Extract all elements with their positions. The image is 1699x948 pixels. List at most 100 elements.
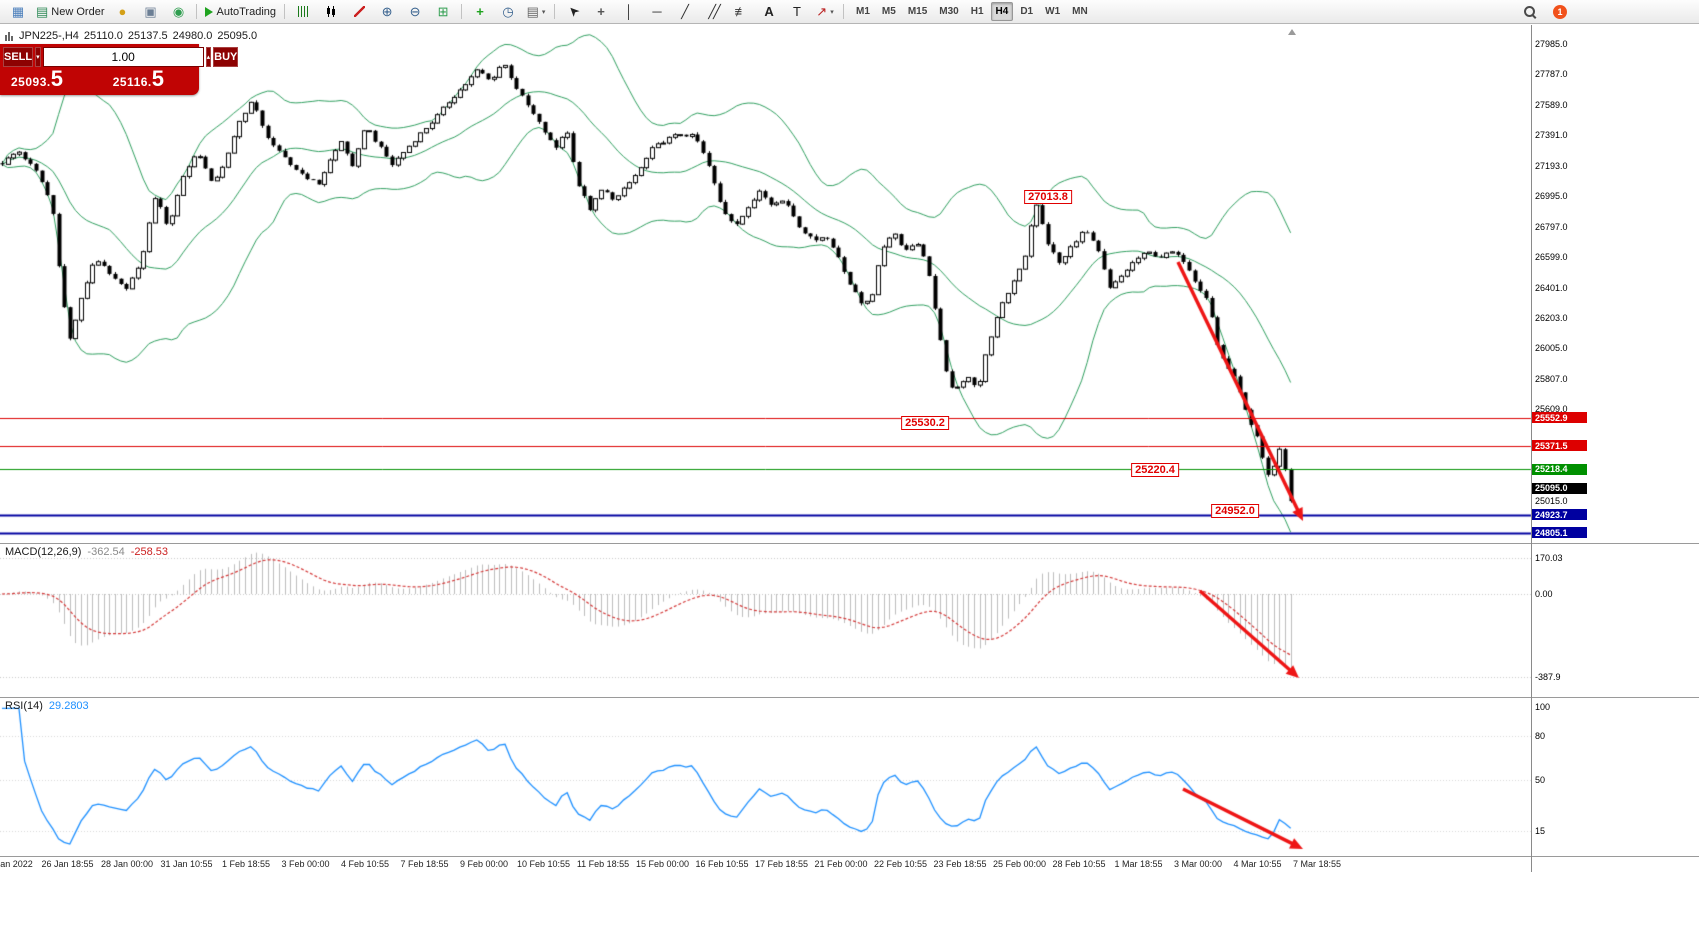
- macd-axis-label: -387.9: [1535, 671, 1561, 682]
- rsi-axis-label: 50: [1535, 775, 1546, 785]
- community-icon: ◉: [172, 4, 185, 19]
- volume-input[interactable]: [42, 47, 204, 67]
- price-axis-label: 26599.0: [1535, 252, 1568, 263]
- vertical-line-button[interactable]: │: [615, 1, 643, 23]
- horizontal-line-icon: ─: [652, 4, 662, 19]
- crosshair-button[interactable]: +: [587, 1, 615, 23]
- fibonacci-icon: ≢: [734, 4, 748, 19]
- timeframe-m5[interactable]: M5: [881, 6, 896, 17]
- clock-icon: ◷: [502, 4, 514, 19]
- cursor-button[interactable]: ➤: [559, 1, 587, 23]
- price-callout-label[interactable]: 25530.2: [901, 416, 949, 430]
- line-chart-button[interactable]: [345, 1, 373, 23]
- search-icon: [1523, 6, 1535, 17]
- sell-button[interactable]: SELL: [3, 47, 34, 67]
- fibonacci-button[interactable]: ≢: [727, 1, 755, 23]
- time-axis-label: 21 Feb 00:00: [814, 859, 868, 869]
- zoom-in-button[interactable]: ⊕: [373, 1, 401, 23]
- time-axis-border: [0, 856, 1699, 857]
- price-line-badge: 24923.7: [1532, 509, 1587, 521]
- timeframe-w1[interactable]: W1: [1045, 6, 1061, 17]
- search-button[interactable]: [1515, 1, 1543, 23]
- timeframe-m15[interactable]: M15: [907, 6, 928, 17]
- price-axis-label: 26401.0: [1535, 282, 1568, 293]
- notifications-badge[interactable]: 1: [1553, 4, 1567, 19]
- ea-wizard-button[interactable]: ●: [108, 1, 136, 23]
- zoom-out-button[interactable]: ⊖: [401, 1, 429, 23]
- buy-price-small: 25116.: [112, 75, 152, 89]
- time-axis-label: 22 Feb 10:55: [873, 859, 928, 869]
- timeframe-m30[interactable]: M30: [939, 6, 959, 17]
- templates-button[interactable]: ▤ ▾: [522, 1, 550, 23]
- rsi-axis-label: 15: [1535, 826, 1546, 837]
- price-axis-label: 25807.0: [1535, 373, 1568, 384]
- macd-signal-value: -258.53: [130, 546, 169, 558]
- candlestick-chart-button[interactable]: [317, 1, 345, 23]
- toolbar-right-group: 1: [1515, 1, 1567, 23]
- buy-button[interactable]: BUY: [213, 47, 239, 67]
- volume-decrease-button[interactable]: ▾: [35, 47, 41, 67]
- print-button[interactable]: ▣: [136, 1, 164, 23]
- timeframe-mn[interactable]: MN: [1072, 6, 1088, 17]
- vertical-line-icon: │: [624, 4, 634, 19]
- channel-icon: ╱╱: [708, 4, 721, 19]
- macd-main-value: -362.54: [87, 546, 125, 558]
- community-button[interactable]: ◉: [164, 1, 192, 23]
- price-axis-label: 27193.0: [1535, 160, 1568, 171]
- clock-button[interactable]: ◷: [494, 1, 522, 23]
- line-chart-icon: [353, 6, 365, 17]
- time-axis-label: 1 Feb 18:55: [221, 859, 271, 869]
- price-callout-label[interactable]: 27013.8: [1024, 190, 1072, 204]
- price-callout-label[interactable]: 24952.0: [1211, 504, 1259, 518]
- time-axis-label: 1 Mar 18:55: [1114, 859, 1163, 869]
- macd-label: MACD(12,26,9) -362.54 -258.53: [5, 546, 168, 558]
- volume-increase-button[interactable]: ▴: [205, 47, 212, 67]
- timeframe-h1[interactable]: H1: [970, 6, 984, 17]
- zoom-out-icon: ⊖: [409, 4, 421, 19]
- timeframe-m1[interactable]: M1: [856, 6, 870, 17]
- channel-button[interactable]: ╱╱: [699, 1, 727, 23]
- buy-price-big-digit: 5: [151, 66, 164, 91]
- text-button[interactable]: A: [755, 1, 783, 23]
- price-line-badge: 24805.1: [1532, 527, 1587, 539]
- new-chart-button[interactable]: ▦: [4, 1, 32, 23]
- sell-label: SELL: [4, 51, 33, 63]
- autotrading-button[interactable]: AutoTrading: [201, 1, 280, 23]
- panel-splitter-rsi[interactable]: [0, 697, 1699, 698]
- add-indicator-button[interactable]: +: [466, 1, 494, 23]
- horizontal-line-button[interactable]: ─: [643, 1, 671, 23]
- time-axis-label: 10 Feb 10:55: [516, 859, 571, 869]
- toolbar-separator: [196, 4, 198, 19]
- time-axis-label: 3 Feb 00:00: [281, 859, 330, 869]
- toolbar-separator: [461, 4, 463, 19]
- timeframe-d1[interactable]: D1: [1020, 6, 1034, 17]
- one-click-trade-panel: SELL ▾ ▴ BUY 25093.5 25116.5: [0, 44, 239, 95]
- symbol-timeframe-label: JPN225-,H4: [19, 30, 79, 42]
- chevron-down-icon: ▾: [830, 8, 834, 16]
- chart-shift-marker[interactable]: [1288, 29, 1296, 35]
- toolbar-separator: [843, 4, 845, 19]
- price-axis-label: 26995.0: [1535, 191, 1568, 202]
- new-order-button[interactable]: ▤ New Order: [32, 1, 108, 23]
- price-callout-label[interactable]: 25220.4: [1131, 463, 1179, 477]
- time-axis-label: 11 Feb 18:55: [576, 859, 630, 869]
- shapes-button[interactable]: ↗ ▾: [811, 1, 839, 23]
- buy-price: 25116.5: [112, 68, 164, 91]
- rsi-label: RSI(14) 29.2803: [5, 700, 89, 712]
- tile-windows-button[interactable]: ⊞: [429, 1, 457, 23]
- chart-type-icon: [5, 31, 14, 41]
- rsi-axis-label: 80: [1535, 731, 1546, 742]
- timeframe-h4[interactable]: H4: [990, 2, 1014, 21]
- chart-title: JPN225-,H4 25110.0 25137.5 24980.0 25095…: [5, 30, 257, 42]
- new-chart-icon: ▦: [11, 4, 25, 19]
- panel-splitter-macd[interactable]: [0, 543, 1699, 544]
- time-axis-label: 26 Jan 2022: [0, 859, 33, 869]
- macd-axis-label: 170.03: [1535, 552, 1563, 563]
- open-value: 25110.0: [83, 30, 123, 42]
- bar-chart-button[interactable]: [289, 1, 317, 23]
- text-label-button[interactable]: T: [783, 1, 811, 23]
- trendline-button[interactable]: ╱: [671, 1, 699, 23]
- buy-label: BUY: [214, 51, 238, 63]
